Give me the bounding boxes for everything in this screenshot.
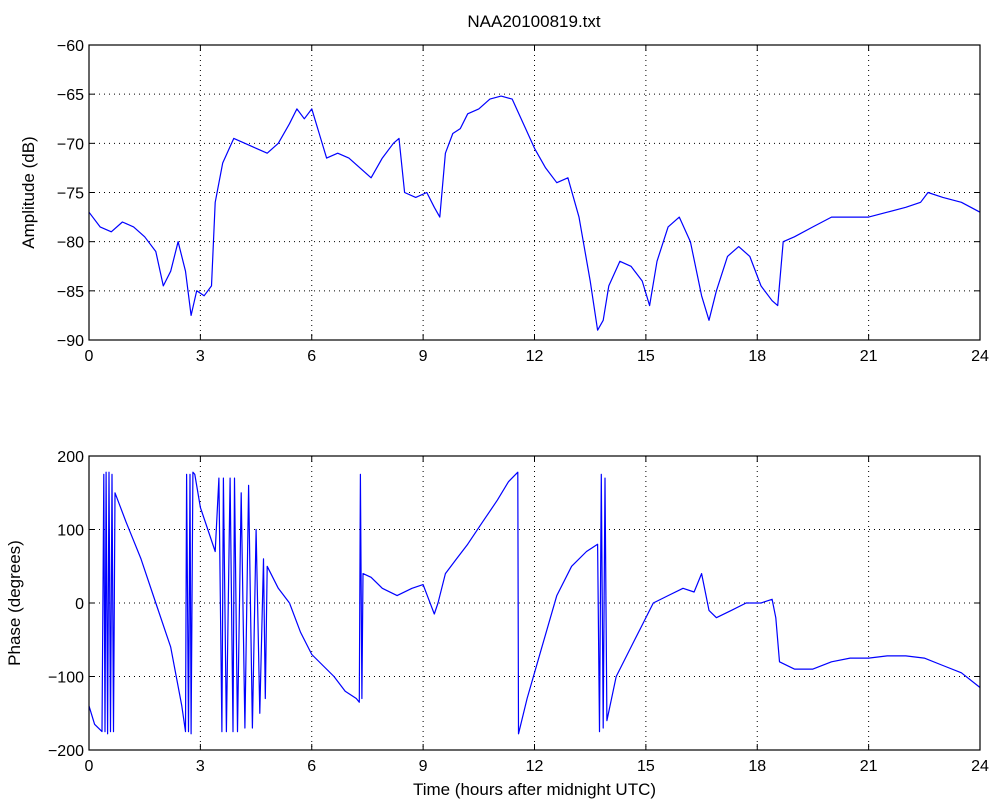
- phase-x-tick-label: 12: [526, 758, 544, 775]
- phase-series-line: [88, 471, 981, 735]
- amplitude-x-tick-label: 3: [196, 348, 205, 365]
- amplitude-x-tick-label: 12: [526, 348, 544, 365]
- amplitude-grid: [89, 45, 980, 340]
- amplitude-x-tick-label: 0: [85, 348, 94, 365]
- amplitude-panel: 0 3 6 9 12 15 18 21 24 −90 −85 −80 −75 −70 −65 −60 Ampl…: [19, 38, 989, 365]
- amplitude-x-tick-label: 18: [748, 348, 766, 365]
- amplitude-y-tick-label: −75: [57, 186, 84, 203]
- amplitude-x-tick-label: 15: [637, 348, 655, 365]
- amplitude-ticks: 0 3 6 9 12 15 18 21 24 −90 −85 −80 −75 −70 −65 −60: [57, 38, 989, 365]
- phase-grid: [89, 456, 980, 750]
- amplitude-y-tick-label: −80: [57, 235, 84, 252]
- amplitude-y-tick-label: −70: [57, 136, 84, 153]
- phase-y-tick-label: −100: [48, 670, 84, 687]
- chart-title: NAA20100819.txt: [467, 12, 601, 31]
- phase-x-tick-label: 24: [971, 758, 989, 775]
- phase-x-tick-label: 15: [637, 758, 655, 775]
- amplitude-y-axis-label: Amplitude (dB): [19, 136, 38, 248]
- phase-y-tick-label: 0: [75, 596, 84, 613]
- phase-y-axis-label: Phase (degrees): [5, 540, 24, 666]
- phase-x-tick-label: 6: [307, 758, 316, 775]
- phase-y-tick-label: −200: [48, 743, 84, 760]
- phase-x-tick-label: 18: [748, 758, 766, 775]
- amplitude-y-tick-label: −60: [57, 38, 84, 55]
- amplitude-y-tick-label: −85: [57, 284, 84, 301]
- amplitude-y-tick-label: −90: [57, 333, 84, 350]
- amplitude-x-tick-label: 21: [860, 348, 878, 365]
- amplitude-x-tick-label: 24: [971, 348, 989, 365]
- phase-x-tick-label: 0: [85, 758, 94, 775]
- phase-x-axis-label: Time (hours after midnight UTC): [413, 780, 656, 799]
- phase-y-tick-label: 100: [57, 523, 84, 540]
- amplitude-y-tick-label: −65: [57, 87, 84, 104]
- amplitude-x-tick-label: 6: [307, 348, 316, 365]
- phase-x-tick-label: 21: [860, 758, 878, 775]
- amplitude-x-tick-label: 9: [419, 348, 428, 365]
- amplitude-series-line: [88, 95, 981, 331]
- phase-panel: 0 3 6 9 12 15 18 21 24 −200 −100 0 100 200 Phase (deg…: [5, 449, 989, 799]
- phase-x-tick-label: 3: [196, 758, 205, 775]
- phase-x-tick-label: 9: [419, 758, 428, 775]
- phase-y-tick-label: 200: [57, 449, 84, 466]
- phase-ticks: 0 3 6 9 12 15 18 21 24 −200 −100 0 100 200: [48, 449, 989, 775]
